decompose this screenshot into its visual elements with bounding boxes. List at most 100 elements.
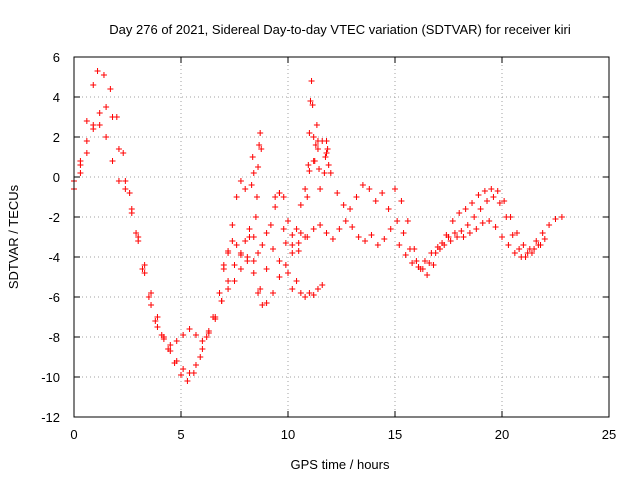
data-point [186, 326, 193, 332]
data-point [306, 290, 313, 296]
data-point [306, 168, 313, 174]
y-tick-label: -2 [48, 210, 60, 225]
data-point [413, 258, 420, 264]
data-point [218, 298, 225, 304]
data-point [257, 130, 264, 136]
data-point [242, 186, 249, 192]
data-point [295, 240, 302, 246]
data-point [503, 214, 510, 220]
data-point [353, 194, 360, 200]
data-point [336, 226, 343, 232]
data-point [481, 188, 488, 194]
data-point [152, 318, 159, 324]
data-point [409, 260, 416, 266]
data-point [250, 258, 257, 264]
data-point [415, 264, 422, 270]
data-point [307, 98, 314, 104]
data-point [126, 190, 133, 196]
data-point [441, 242, 448, 248]
data-point [237, 266, 244, 272]
data-point [216, 290, 223, 296]
data-point [473, 226, 480, 232]
data-point [103, 104, 110, 110]
data-point [122, 178, 129, 184]
data-point [310, 134, 317, 140]
data-point [340, 202, 347, 208]
series-track-b [71, 104, 309, 376]
data-point [311, 158, 318, 164]
data-point [314, 138, 321, 144]
data-point [272, 204, 279, 210]
data-point [362, 238, 369, 244]
data-point [173, 358, 180, 364]
data-point [115, 146, 122, 152]
y-tick-label: -10 [41, 370, 60, 385]
data-point [392, 186, 398, 192]
data-point [552, 216, 559, 222]
data-point [428, 250, 435, 256]
data-point [186, 370, 193, 376]
data-point [537, 242, 544, 248]
data-point [308, 78, 315, 84]
data-point [167, 348, 174, 354]
series-track-e [297, 194, 548, 272]
data-point [282, 240, 289, 246]
data-point [490, 194, 497, 200]
data-point [323, 150, 330, 156]
data-point [424, 272, 431, 278]
data-point [541, 236, 548, 242]
x-tick-label: 15 [388, 427, 402, 442]
data-point [297, 230, 304, 236]
data-point [342, 218, 349, 224]
data-point [255, 250, 262, 256]
data-point [250, 270, 257, 276]
data-point [317, 186, 324, 192]
data-point [259, 242, 266, 248]
data-point [513, 230, 520, 236]
data-point [323, 138, 330, 144]
y-tick-label: -12 [41, 410, 60, 425]
data-point [426, 260, 433, 266]
data-point [167, 342, 174, 348]
data-point [469, 200, 476, 206]
data-point [479, 220, 486, 226]
data-point [154, 324, 161, 330]
data-point [83, 150, 90, 156]
data-point [471, 214, 478, 220]
data-point [145, 294, 152, 300]
data-point [225, 250, 232, 256]
data-point [107, 86, 114, 92]
data-point [456, 210, 463, 216]
data-point [312, 142, 319, 148]
data-point [477, 206, 484, 212]
data-point [323, 230, 330, 236]
data-point [531, 246, 538, 252]
data-point [257, 286, 264, 292]
data-point [83, 118, 90, 124]
data-point [258, 146, 265, 152]
data-point [316, 166, 323, 172]
data-point [276, 190, 283, 196]
data-point [83, 138, 90, 144]
data-point [263, 300, 270, 306]
data-point [135, 238, 142, 244]
data-point [509, 232, 516, 238]
data-point [313, 122, 320, 128]
data-point [499, 234, 505, 240]
data-point [225, 278, 232, 284]
data-point [398, 198, 405, 204]
grid-lines [74, 57, 609, 417]
data-point [285, 218, 291, 224]
data-point [402, 252, 409, 258]
data-point [253, 194, 260, 200]
data-point [148, 290, 155, 296]
data-point [115, 178, 122, 184]
data-point [406, 246, 413, 252]
data-point [396, 242, 403, 248]
data-point [173, 338, 180, 344]
data-point [96, 122, 103, 128]
data-point [505, 242, 512, 248]
data-point [267, 222, 274, 228]
data-point [492, 224, 499, 230]
data-point [447, 238, 454, 244]
